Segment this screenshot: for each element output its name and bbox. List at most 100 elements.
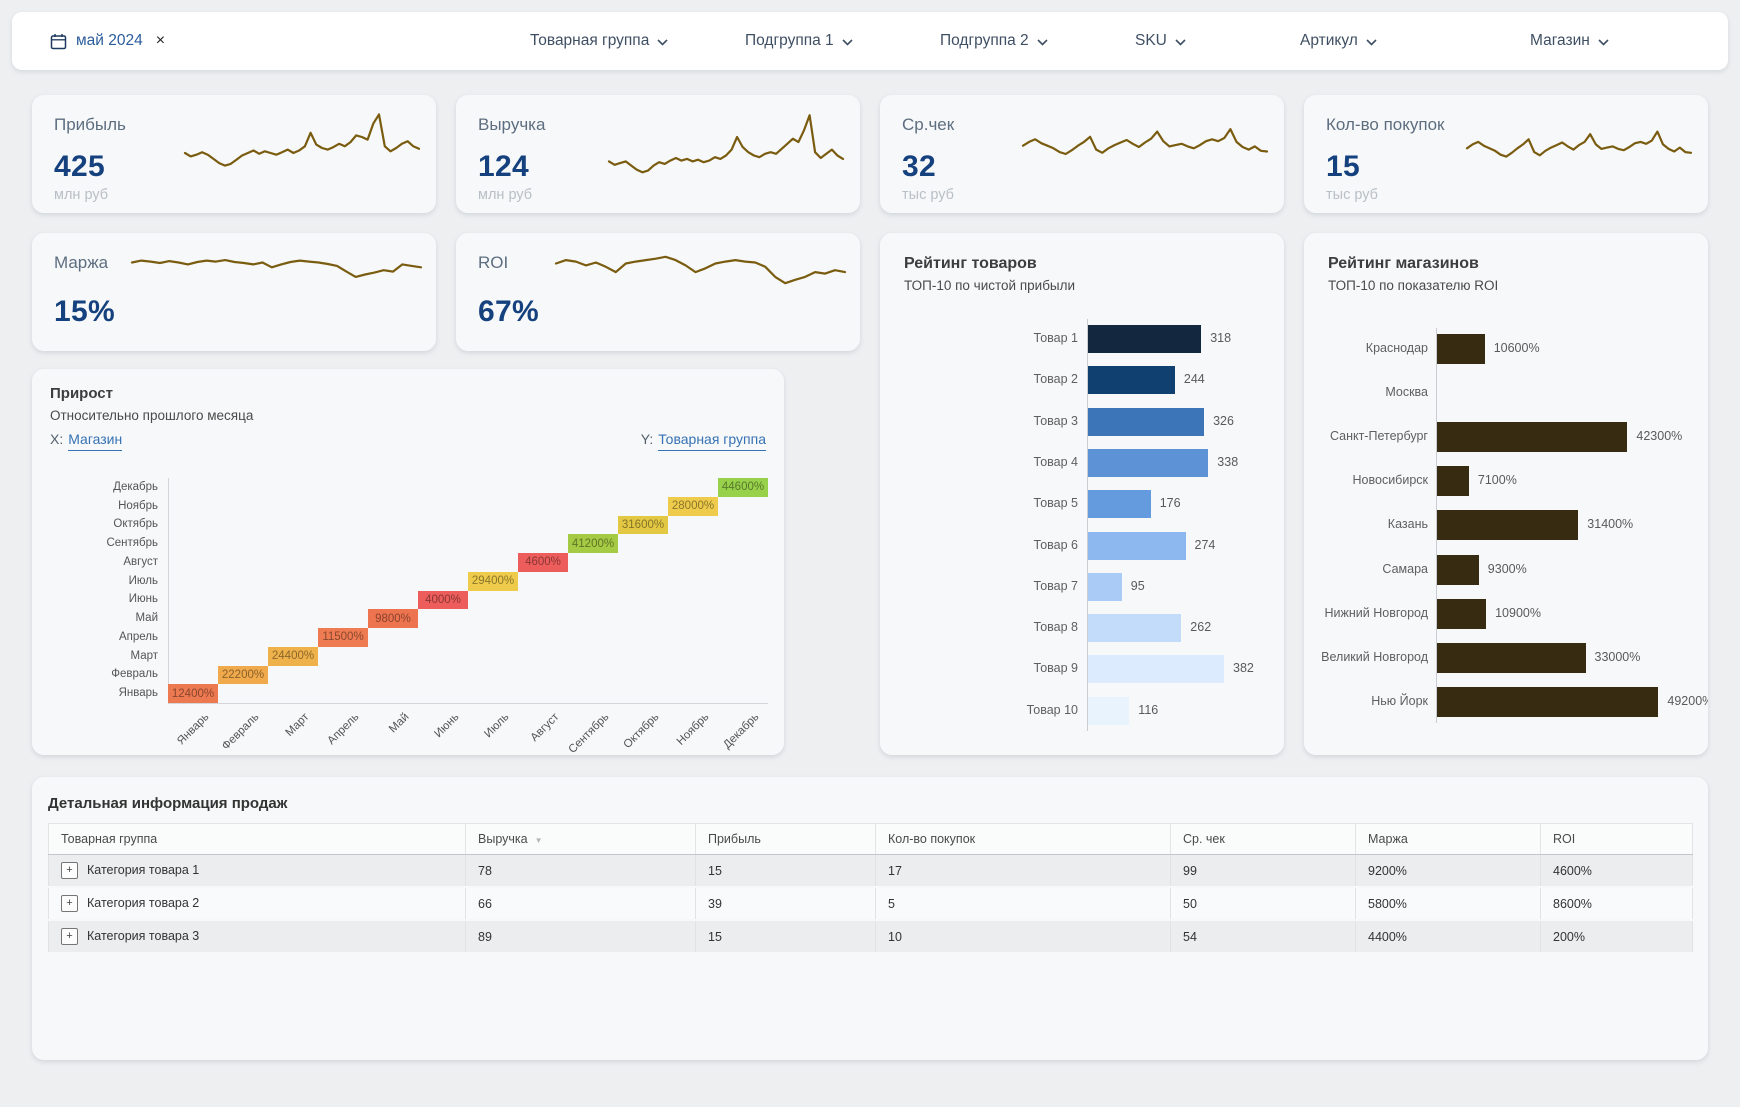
filter-dropdown-6[interactable]: Магазин bbox=[1530, 32, 1609, 50]
bar[interactable] bbox=[1437, 510, 1579, 541]
heatmap-cell[interactable]: 28000% bbox=[668, 496, 718, 516]
kpi-value: 15% bbox=[54, 295, 115, 328]
filter-dropdown-4[interactable]: SKU bbox=[1135, 32, 1186, 50]
date-filter-label: май 2024 bbox=[76, 32, 143, 49]
bar-category-label: Нижний Новгород bbox=[1324, 605, 1429, 620]
bar[interactable] bbox=[1088, 490, 1151, 519]
expand-row-button[interactable]: + bbox=[61, 928, 78, 945]
heatmap-cell[interactable]: 44600% bbox=[718, 478, 768, 497]
bar[interactable] bbox=[1437, 334, 1485, 364]
sales-table: Товарная группа Выручка ▼ Прибыль Кол-во пок… bbox=[48, 823, 1693, 954]
heatmap-cell[interactable]: 31600% bbox=[618, 515, 668, 535]
heatmap-cell[interactable]: 22200% bbox=[218, 665, 268, 685]
kpi-title: Ср.чек bbox=[902, 115, 955, 134]
bar-category-label: Товар 4 bbox=[1033, 454, 1078, 469]
bar[interactable] bbox=[1437, 598, 1486, 629]
kpi-unit: млн руб bbox=[54, 187, 109, 203]
kpi-title: Выручка bbox=[478, 115, 546, 134]
heatmap-cell[interactable]: 4000% bbox=[418, 590, 468, 610]
column-header[interactable]: Ср. чек bbox=[1170, 823, 1356, 855]
bar[interactable] bbox=[1088, 655, 1224, 684]
column-header[interactable]: Маржа bbox=[1355, 823, 1541, 855]
chart-axis-line bbox=[1087, 319, 1088, 731]
heatmap-cell[interactable]: 11500% bbox=[318, 628, 368, 647]
x-axis-tick-label: Февраль bbox=[219, 711, 262, 753]
bar-category-label: Москва bbox=[1385, 385, 1428, 400]
heatmap-cell[interactable]: 41200% bbox=[568, 534, 618, 554]
bar-category-label: Великий Новгород bbox=[1321, 649, 1428, 664]
bar[interactable] bbox=[1437, 466, 1469, 497]
date-chip-close-icon[interactable]: × bbox=[155, 32, 166, 49]
bar-category-label: Казань bbox=[1387, 517, 1428, 532]
bar[interactable] bbox=[1437, 686, 1659, 717]
bar[interactable] bbox=[1088, 448, 1209, 477]
column-header[interactable]: ROI bbox=[1540, 823, 1693, 855]
products-rating-card: Рейтинг товаров ТОП-10 по чистой прибыли… bbox=[880, 233, 1284, 755]
column-header[interactable]: Товарная группа bbox=[48, 823, 466, 855]
table-row: + Категория товара 3 89 15 10 54 4400% 200% bbox=[48, 920, 1693, 954]
bar[interactable] bbox=[1437, 422, 1628, 453]
bar-value-label: 338 bbox=[1217, 454, 1239, 469]
bar[interactable] bbox=[1088, 614, 1182, 643]
bar-value-label: 33000% bbox=[1594, 649, 1641, 664]
bar[interactable] bbox=[1088, 325, 1202, 353]
heatmap-cell[interactable]: 24400% bbox=[268, 646, 318, 666]
bar[interactable] bbox=[1437, 642, 1586, 673]
kpi-card-margin: Маржа 15% bbox=[32, 233, 436, 351]
category-cell: + Категория товара 1 bbox=[48, 854, 466, 888]
bar-category-label: Товар 3 bbox=[1033, 413, 1078, 428]
kpi-card-profit: Прибыль 425 млн руб bbox=[32, 95, 436, 213]
bar-category-label: Краснодар bbox=[1365, 341, 1428, 355]
value-cell: 99 bbox=[1170, 854, 1356, 888]
sparkline-chart bbox=[1021, 128, 1269, 156]
kpi-unit: тыс руб bbox=[1326, 187, 1378, 203]
y-axis-tick-label: Июль bbox=[128, 574, 158, 587]
filter-dropdown-1[interactable]: Товарная группа bbox=[530, 32, 668, 50]
bar[interactable] bbox=[1437, 554, 1479, 585]
filter-dropdown-2[interactable]: Подгруппа 1 bbox=[745, 32, 853, 50]
heatmap-cell[interactable]: 4600% bbox=[518, 553, 568, 572]
category-label: Категория товара 3 bbox=[87, 928, 200, 943]
chart-axis-line bbox=[1436, 328, 1437, 723]
column-header[interactable]: Кол-во покупок bbox=[875, 823, 1171, 855]
bar[interactable] bbox=[1088, 366, 1175, 395]
column-header[interactable]: Прибыль bbox=[695, 823, 876, 855]
filter-dropdown-label: Товарная группа bbox=[530, 32, 650, 49]
bar-value-label: 262 bbox=[1190, 620, 1212, 635]
filter-bar: май 2024 × Товарная группа Подгруппа 1 Под… bbox=[12, 12, 1728, 70]
bar-value-label: 382 bbox=[1233, 661, 1254, 676]
filter-dropdown-3[interactable]: Подгруппа 2 bbox=[940, 32, 1048, 50]
category-cell: + Категория товара 2 bbox=[48, 887, 466, 921]
column-header[interactable]: Выручка ▼ bbox=[465, 823, 696, 855]
value-cell: 89 bbox=[465, 920, 696, 954]
x-axis-tick-label: Май bbox=[387, 711, 412, 736]
heatmap-cell[interactable]: 29400% bbox=[468, 571, 518, 591]
kpi-value: 124 bbox=[478, 150, 529, 183]
bar-category-label: Нью Йорк bbox=[1371, 693, 1428, 708]
chart-title: Прирост bbox=[50, 385, 113, 402]
sales-table-card: Детальная информация продаж Товарная гру… bbox=[32, 777, 1708, 1060]
bar-value-label: 10900% bbox=[1495, 605, 1541, 620]
x-axis-selector-link[interactable]: Магазин bbox=[68, 431, 123, 451]
bar[interactable] bbox=[1088, 572, 1122, 601]
bar[interactable] bbox=[1088, 531, 1186, 560]
y-axis-selector-link[interactable]: Товарная группа bbox=[658, 431, 766, 451]
date-filter-chip[interactable]: май 2024 × bbox=[50, 32, 165, 50]
category-cell: + Категория товара 3 bbox=[48, 920, 466, 954]
kpi-card-purchases: Кол-во покупок 15 тыс руб bbox=[1304, 95, 1708, 213]
heatmap-cell[interactable]: 9800% bbox=[368, 609, 418, 629]
filter-dropdown-5[interactable]: Артикул bbox=[1300, 32, 1377, 50]
expand-row-button[interactable]: + bbox=[61, 862, 78, 879]
y-axis-tick-label: Февраль bbox=[111, 668, 158, 681]
bar[interactable] bbox=[1088, 696, 1130, 725]
chevron-down-icon bbox=[657, 38, 668, 46]
growth-card: Прирост Относительно прошлого месяца X: М… bbox=[32, 369, 784, 755]
filter-dropdown-label: Подгруппа 1 bbox=[745, 32, 834, 49]
y-axis-tick-label: Сентябрь bbox=[106, 537, 158, 550]
heatmap-cell[interactable]: 12400% bbox=[168, 684, 218, 704]
expand-row-button[interactable]: + bbox=[61, 895, 78, 912]
chevron-down-icon bbox=[1037, 38, 1048, 46]
bar[interactable] bbox=[1088, 407, 1205, 436]
bar-category-label: Новосибирск bbox=[1352, 473, 1428, 488]
bar-value-label: 274 bbox=[1194, 537, 1216, 552]
